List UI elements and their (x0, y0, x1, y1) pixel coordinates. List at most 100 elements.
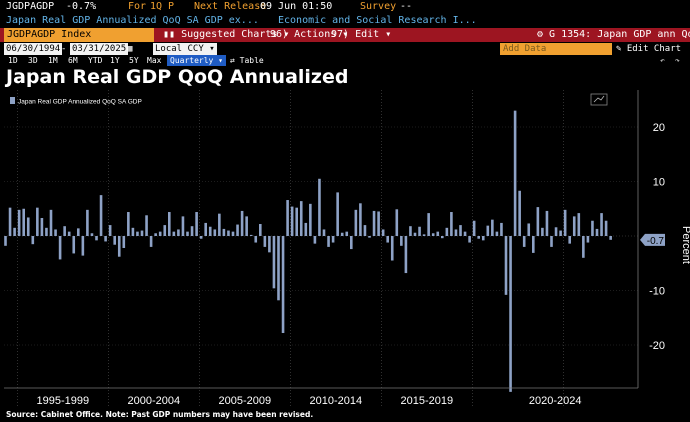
add-data-input[interactable]: Add Data (500, 43, 612, 55)
bar (545, 210, 549, 236)
range-3d[interactable]: 3D (28, 56, 38, 65)
bar (413, 232, 417, 236)
bar (509, 236, 512, 392)
chart-icon: ▮▮ (163, 29, 182, 40)
bar (532, 236, 535, 253)
suggested-charts-menu[interactable]: ▮▮ Suggested Charts ▾ (163, 29, 290, 40)
bar (77, 228, 80, 236)
survey-label: Survey (360, 1, 397, 12)
bar (472, 220, 476, 236)
edit-chart-label: Edit Chart (626, 44, 682, 54)
survey-value: -- (400, 1, 413, 12)
pencil-icon: ✎ (616, 44, 627, 54)
bar (541, 227, 544, 236)
gdp-bar-chart: 20 10 -10 -20 -0.7 1995-1999 2000-2004 2005-20… (4, 90, 690, 407)
range-1d[interactable]: 1D (8, 56, 18, 65)
currency-label: Local CCY (155, 44, 204, 54)
calendar-icon[interactable]: ▦ (127, 44, 133, 54)
bar (117, 236, 121, 257)
frequency-select[interactable]: Quarterly ▾ (167, 55, 226, 66)
edit-menu[interactable]: 97) Edit ▾ (331, 29, 392, 40)
bar (568, 236, 571, 244)
range-1m[interactable]: 1M (48, 56, 58, 65)
bar (195, 212, 198, 236)
end-date-field[interactable]: 03/31/2025 (70, 43, 129, 55)
bar (81, 236, 85, 256)
y-tick-label: -20 (649, 340, 665, 352)
y-tick-label: 20 (653, 122, 665, 134)
bar (418, 226, 421, 236)
last-value-marker: -0.7 (640, 233, 665, 247)
range-5y[interactable]: 5Y (129, 56, 139, 65)
frequency-label: Quarterly (170, 56, 214, 65)
legend: Japan Real GDP Annualized QoQ SA GDP (10, 97, 142, 106)
bar (222, 228, 226, 236)
bar (186, 231, 189, 236)
next-release-label: Next Release (194, 1, 267, 12)
x-tick-label: 2015-2019 (401, 395, 454, 407)
actions-number: 96) (270, 29, 289, 40)
edit-chart-button[interactable]: ✎ Edit Chart (616, 43, 681, 55)
bar (236, 224, 239, 236)
bar (17, 209, 21, 236)
y-axis-label: Percent (680, 226, 690, 264)
y-tick-label: -10 (649, 286, 665, 298)
bar (245, 216, 248, 236)
table-button[interactable]: ⇄ Table (230, 55, 264, 66)
actions-menu[interactable]: 96) Actions ▾ (270, 29, 349, 40)
table-icon: ⇄ (230, 56, 240, 65)
bar (390, 236, 394, 261)
source-note: Source: Cabinet Office. Note: Past GDP n… (6, 410, 314, 419)
range-1y[interactable]: 1Y (110, 56, 120, 65)
edit-number: 97) (331, 29, 350, 40)
bar (108, 225, 112, 236)
redo-icon[interactable]: ↷ (675, 56, 680, 65)
toolbar: JGDPAGDP Index ▮▮ Suggested Charts ▾ 96)… (0, 28, 690, 42)
ticker[interactable]: JGDPAGDP (6, 1, 55, 12)
bar (145, 215, 148, 236)
currency-select[interactable]: Local CCY ▾ (153, 43, 217, 55)
bar (272, 236, 276, 289)
bar (554, 227, 558, 236)
bar (459, 225, 462, 236)
bar (158, 231, 162, 236)
next-release-date: 09 Jun 01:50 (260, 1, 333, 12)
bar (263, 236, 267, 247)
x-axis: 1995-1999 2000-2004 2005-2009 2010-2014 2015… (4, 387, 638, 407)
security-field[interactable]: JGDPAGDP Index (4, 28, 154, 42)
bar (31, 236, 35, 245)
x-tick-label: 2000-2004 (128, 395, 181, 407)
bar (527, 223, 531, 236)
bar (218, 213, 221, 236)
bar (381, 229, 385, 236)
legend-label: Japan Real GDP Annualized QoQ SA GDP (18, 99, 142, 106)
bar (591, 220, 594, 236)
bar (481, 236, 485, 241)
bar (140, 230, 144, 236)
range-max[interactable]: Max (147, 56, 162, 65)
controls-row: 06/30/1994 - 03/31/2025 ▦ Local CCY ▾ Ad… (0, 43, 690, 55)
bar (40, 218, 44, 236)
range-6m[interactable]: 6M (68, 56, 78, 65)
bar (72, 236, 76, 254)
bar (149, 236, 153, 247)
bar (604, 220, 608, 236)
bar (404, 236, 408, 274)
bar (377, 211, 380, 236)
bar (577, 213, 581, 236)
bar (463, 231, 467, 236)
range-ytd[interactable]: YTD (88, 56, 103, 65)
bar (522, 236, 526, 247)
chart-id[interactable]: ⚙ G 1354: Japan GDP ann QoQ (537, 28, 690, 42)
undo-icon[interactable]: ↶ (660, 56, 665, 65)
actions-label: Actions (294, 29, 337, 40)
bar (131, 227, 135, 236)
bar (95, 236, 98, 241)
bar (559, 230, 562, 236)
chart-options-icon[interactable] (590, 93, 608, 106)
start-date-field[interactable]: 06/30/1994 (4, 43, 63, 55)
legend-swatch (10, 97, 15, 104)
bar (286, 200, 289, 236)
y-axis: 20 10 -10 -20 -0.7 (637, 90, 665, 388)
bar (368, 236, 371, 238)
